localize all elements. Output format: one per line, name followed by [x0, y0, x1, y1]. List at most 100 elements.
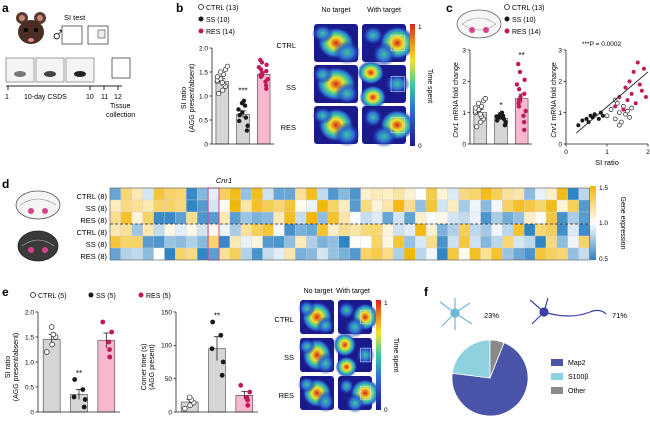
- heatmap-cell: [393, 187, 405, 201]
- scatter-point-res: [629, 91, 634, 96]
- heatmap-cell: [207, 247, 220, 261]
- heatmap-cell: [273, 187, 285, 201]
- heatmap-cell: [240, 211, 252, 225]
- heatmap-cell: [197, 247, 209, 261]
- scatter-point-res: [621, 107, 626, 112]
- panel-a-label: a: [2, 1, 9, 15]
- heatmap-cell: [153, 187, 165, 201]
- b-heatmaps: [311, 23, 416, 148]
- data-point: [516, 61, 521, 67]
- heatmap-cell: [295, 211, 307, 225]
- panel-f: f 23% 71% Map2 S100β Other: [424, 285, 627, 417]
- heatmap-cell: [218, 235, 231, 249]
- data-point: [478, 119, 484, 125]
- y-tick-label: 0: [204, 141, 208, 148]
- d-colorbar-title: Gene expression: [619, 197, 626, 250]
- heatmap-cell: [534, 211, 547, 225]
- heatmap-cell: [175, 235, 187, 249]
- heatmap-cell: [316, 199, 329, 213]
- data-point: [220, 87, 226, 93]
- e-heat-row-res: RES: [279, 391, 294, 400]
- e-heat-header-with-target: With target: [336, 288, 370, 295]
- scatter-point-res: [633, 101, 638, 106]
- data-point: [71, 394, 77, 400]
- f-legend-swatch-map2: [551, 359, 563, 366]
- heatmap-cell: [349, 247, 361, 261]
- heatmap-cell: [447, 223, 459, 237]
- scatter-point-ctrl: [604, 113, 610, 119]
- heatmap-cell: [306, 223, 318, 237]
- heatmap-cell: [131, 199, 143, 213]
- data-point: [265, 77, 270, 82]
- panel-b: b CTRL (13) SS (10) RES (14) SI ratio (A…: [176, 1, 433, 150]
- heatmap-cell: [295, 199, 307, 213]
- heatmap-cell: [273, 247, 285, 261]
- f-legend-other: Other: [568, 388, 586, 395]
- data-point: [107, 354, 113, 360]
- data-point: [219, 372, 225, 378]
- heatmap-cell: [524, 235, 536, 249]
- heatmap-cell: [502, 223, 514, 237]
- panel-d-label: d: [2, 177, 9, 191]
- y-tick-label: 50: [165, 376, 173, 383]
- heatmap-cell: [513, 247, 525, 261]
- heatmap-cell: [404, 223, 416, 237]
- data-point: [476, 100, 482, 106]
- data-point: [264, 86, 269, 92]
- panel-d: d CTRL (8) SS (8) RES (8) CTRL (8) SS (8…: [2, 176, 626, 263]
- scatter-point-ctrl: [612, 116, 618, 122]
- data-point: [245, 402, 251, 408]
- heatmap-cell: [458, 223, 470, 237]
- heatmap-cell: [153, 199, 165, 213]
- heatmap-cell: [360, 247, 372, 261]
- heatmap-cell: [491, 187, 503, 201]
- data-point: [521, 119, 527, 125]
- significance-marker: *: [499, 101, 502, 110]
- heatmap-cell: [425, 247, 438, 261]
- legend-marker-res: [198, 28, 204, 34]
- occupancy-blob: [357, 60, 385, 85]
- brain-section-top-icon: [15, 190, 61, 220]
- data-point: [472, 105, 478, 111]
- heatmap-cell: [284, 199, 296, 213]
- panel-a: a ♂ SI test: [2, 1, 135, 119]
- data-point: [50, 331, 57, 338]
- heatmap-cell: [186, 187, 198, 201]
- heatmap-cell: [175, 247, 187, 261]
- heatmap-cell: [458, 187, 470, 201]
- scatter-point-ss: [580, 118, 585, 123]
- heatmap-cell: [524, 199, 536, 213]
- target-zone: [390, 76, 405, 92]
- heatmap-cell: [382, 235, 394, 249]
- heatmap-cell: [534, 187, 547, 201]
- data-point: [242, 103, 248, 108]
- heatmap-cell: [491, 199, 503, 213]
- heatmap-cell: [218, 187, 231, 201]
- heatmap-cell: [447, 211, 459, 225]
- heatmap-cell: [567, 187, 579, 201]
- target-zone: [390, 117, 405, 133]
- data-point: [218, 69, 224, 75]
- occupancy-blob: [311, 23, 334, 44]
- heatmap-cell: [567, 247, 579, 261]
- heatmap-cell: [131, 235, 143, 249]
- data-point: [522, 91, 527, 97]
- data-point: [258, 57, 263, 63]
- panel-f-legend: Map2 S100β Other: [551, 359, 588, 395]
- heatmap-cell: [164, 187, 176, 201]
- data-point: [214, 74, 220, 80]
- heatmap-cell: [371, 187, 383, 201]
- heatmap-cell: [131, 223, 143, 237]
- scatter-point-ss: [600, 113, 605, 118]
- chart-e-si-ratio: 0 0.5 1.0 1.5 2.0 **: [25, 309, 120, 416]
- heatmap-cell: [327, 223, 340, 237]
- heatmap-border: [109, 187, 590, 261]
- heatmap-cell: [436, 187, 449, 201]
- heatmap-cell: [207, 223, 220, 237]
- heatmap-cell: [207, 187, 220, 201]
- heatmap-cell: [415, 235, 427, 249]
- heatmap-cell: [175, 199, 187, 213]
- heatmap-cell: [262, 187, 274, 201]
- scatter-point-ctrl: [616, 122, 622, 128]
